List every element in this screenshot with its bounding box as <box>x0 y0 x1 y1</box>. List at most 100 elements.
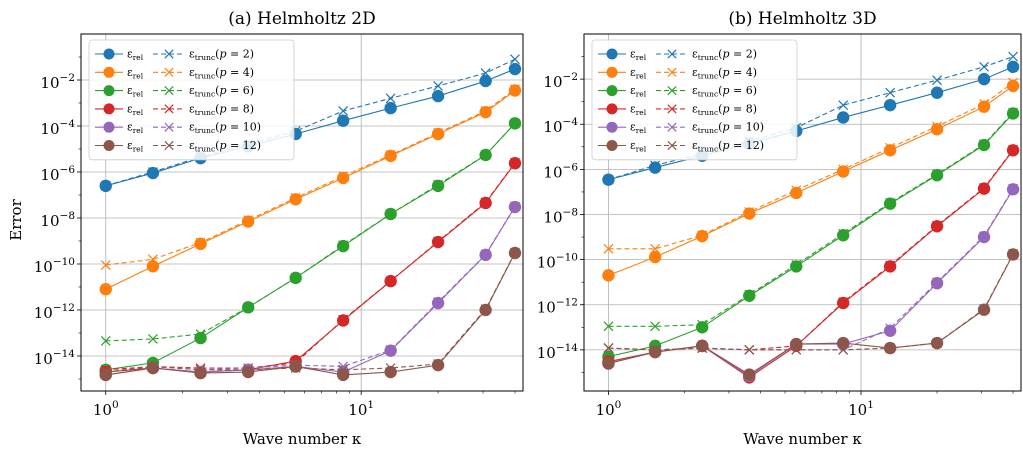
rel-point <box>99 368 112 382</box>
trunc-point <box>932 75 942 86</box>
rel-point <box>194 237 207 251</box>
legend-trunc-marker <box>164 140 174 151</box>
rel-line-p4 <box>608 85 1014 276</box>
rel-point <box>836 229 850 242</box>
rel-point <box>384 101 397 115</box>
panel-helmholtz-2d: (a) Helmholtz 2D 100 101 10−2 10−4 10−6 10−8 10… <box>34 9 524 448</box>
rel-point <box>99 283 112 296</box>
trunc-point <box>603 343 614 353</box>
series-p10 <box>99 200 522 382</box>
legend-trunc-marker <box>164 49 174 59</box>
rel-point <box>977 182 991 195</box>
y-tick-label: 10−14 <box>537 342 579 362</box>
rel-point <box>479 196 492 210</box>
rel-point <box>883 144 897 157</box>
x-axis-label: Wave number κ <box>743 430 862 448</box>
x-tick-label: 101 <box>848 399 874 419</box>
rel-point <box>648 161 662 174</box>
trunc-line-p4 <box>608 82 1014 250</box>
rel-point <box>977 100 991 113</box>
rel-point <box>602 173 615 186</box>
trunc-point <box>100 336 111 346</box>
rel-point <box>431 235 445 249</box>
rel-point <box>336 171 350 185</box>
legend-trunc-marker <box>667 67 677 77</box>
rel-point <box>602 357 615 370</box>
series-p4 <box>602 77 1020 282</box>
rel-line-p6 <box>105 122 516 371</box>
y-tick-label: 10−6 <box>543 161 578 181</box>
rel-point <box>977 303 991 316</box>
plot-area <box>99 54 522 382</box>
legend-trunc-marker <box>164 85 174 96</box>
rel-point <box>384 149 397 163</box>
rel-point <box>743 368 756 381</box>
rel-point <box>289 271 302 285</box>
rel-point <box>146 260 160 273</box>
rel-point <box>883 341 897 355</box>
trunc-line-p2 <box>105 58 516 187</box>
legend-rel-marker <box>606 66 618 78</box>
legend-trunc-marker <box>667 140 677 151</box>
trunc-point <box>650 321 661 332</box>
trunc-line-p8 <box>105 162 516 371</box>
rel-point <box>384 344 397 357</box>
series-p10 <box>602 183 1020 383</box>
trunc-point <box>100 260 111 270</box>
y-tick-label: 10−10 <box>537 252 578 272</box>
rel-point <box>977 72 991 86</box>
trunc-point <box>1008 51 1018 62</box>
legend-trunc-marker <box>667 122 677 132</box>
rel-point <box>384 365 397 379</box>
rel-point <box>479 74 492 88</box>
rel-point <box>930 220 944 233</box>
rel-point <box>479 248 492 262</box>
rel-point <box>790 186 803 200</box>
rel-point <box>883 324 897 337</box>
rel-point <box>836 165 850 178</box>
y-tick-label: 10−14 <box>34 348 76 368</box>
legend-box <box>591 39 798 161</box>
rel-point <box>241 365 255 379</box>
rel-point <box>1006 144 1020 157</box>
trunc-point <box>433 81 444 91</box>
rel-point <box>384 274 397 288</box>
rel-point <box>431 296 445 310</box>
y-axis-label: Error <box>7 198 25 240</box>
rel-point <box>289 193 302 206</box>
trunc-line-p6 <box>608 112 1014 327</box>
series-p6 <box>602 107 1020 363</box>
rel-line-p2 <box>608 66 1014 181</box>
legend-rel-marker <box>606 48 618 60</box>
series-p4 <box>99 84 522 296</box>
rel-point <box>336 314 350 327</box>
series-p2 <box>99 54 522 193</box>
trunc-point <box>603 321 614 332</box>
trunc-point <box>603 243 614 254</box>
rel-point <box>508 200 522 214</box>
legend-rel-marker <box>103 140 115 151</box>
rel-line-p2 <box>105 68 516 187</box>
rel-point <box>695 321 709 334</box>
trunc-line-p4 <box>105 88 516 266</box>
rel-point <box>790 337 803 351</box>
legend-trunc-marker <box>667 49 677 59</box>
y-tick-label: 10−2 <box>543 71 578 91</box>
rel-point <box>479 105 492 119</box>
legend-trunc-marker <box>667 104 677 114</box>
rel-point <box>508 117 522 130</box>
rel-point <box>977 230 991 244</box>
x-axis-label: Wave number κ <box>243 430 362 448</box>
legend-rel-marker <box>103 48 115 60</box>
rel-point <box>431 358 445 372</box>
rel-line-p10 <box>608 189 1014 377</box>
rel-point <box>241 301 255 314</box>
legend-trunc-marker <box>164 67 174 77</box>
rel-point <box>431 179 445 193</box>
rel-point <box>836 336 850 350</box>
rel-point <box>648 345 662 359</box>
y-tick-label: 10−4 <box>40 118 75 138</box>
trunc-point <box>979 61 989 72</box>
y-tick-label: 10−12 <box>537 297 578 317</box>
rel-point <box>146 361 160 375</box>
